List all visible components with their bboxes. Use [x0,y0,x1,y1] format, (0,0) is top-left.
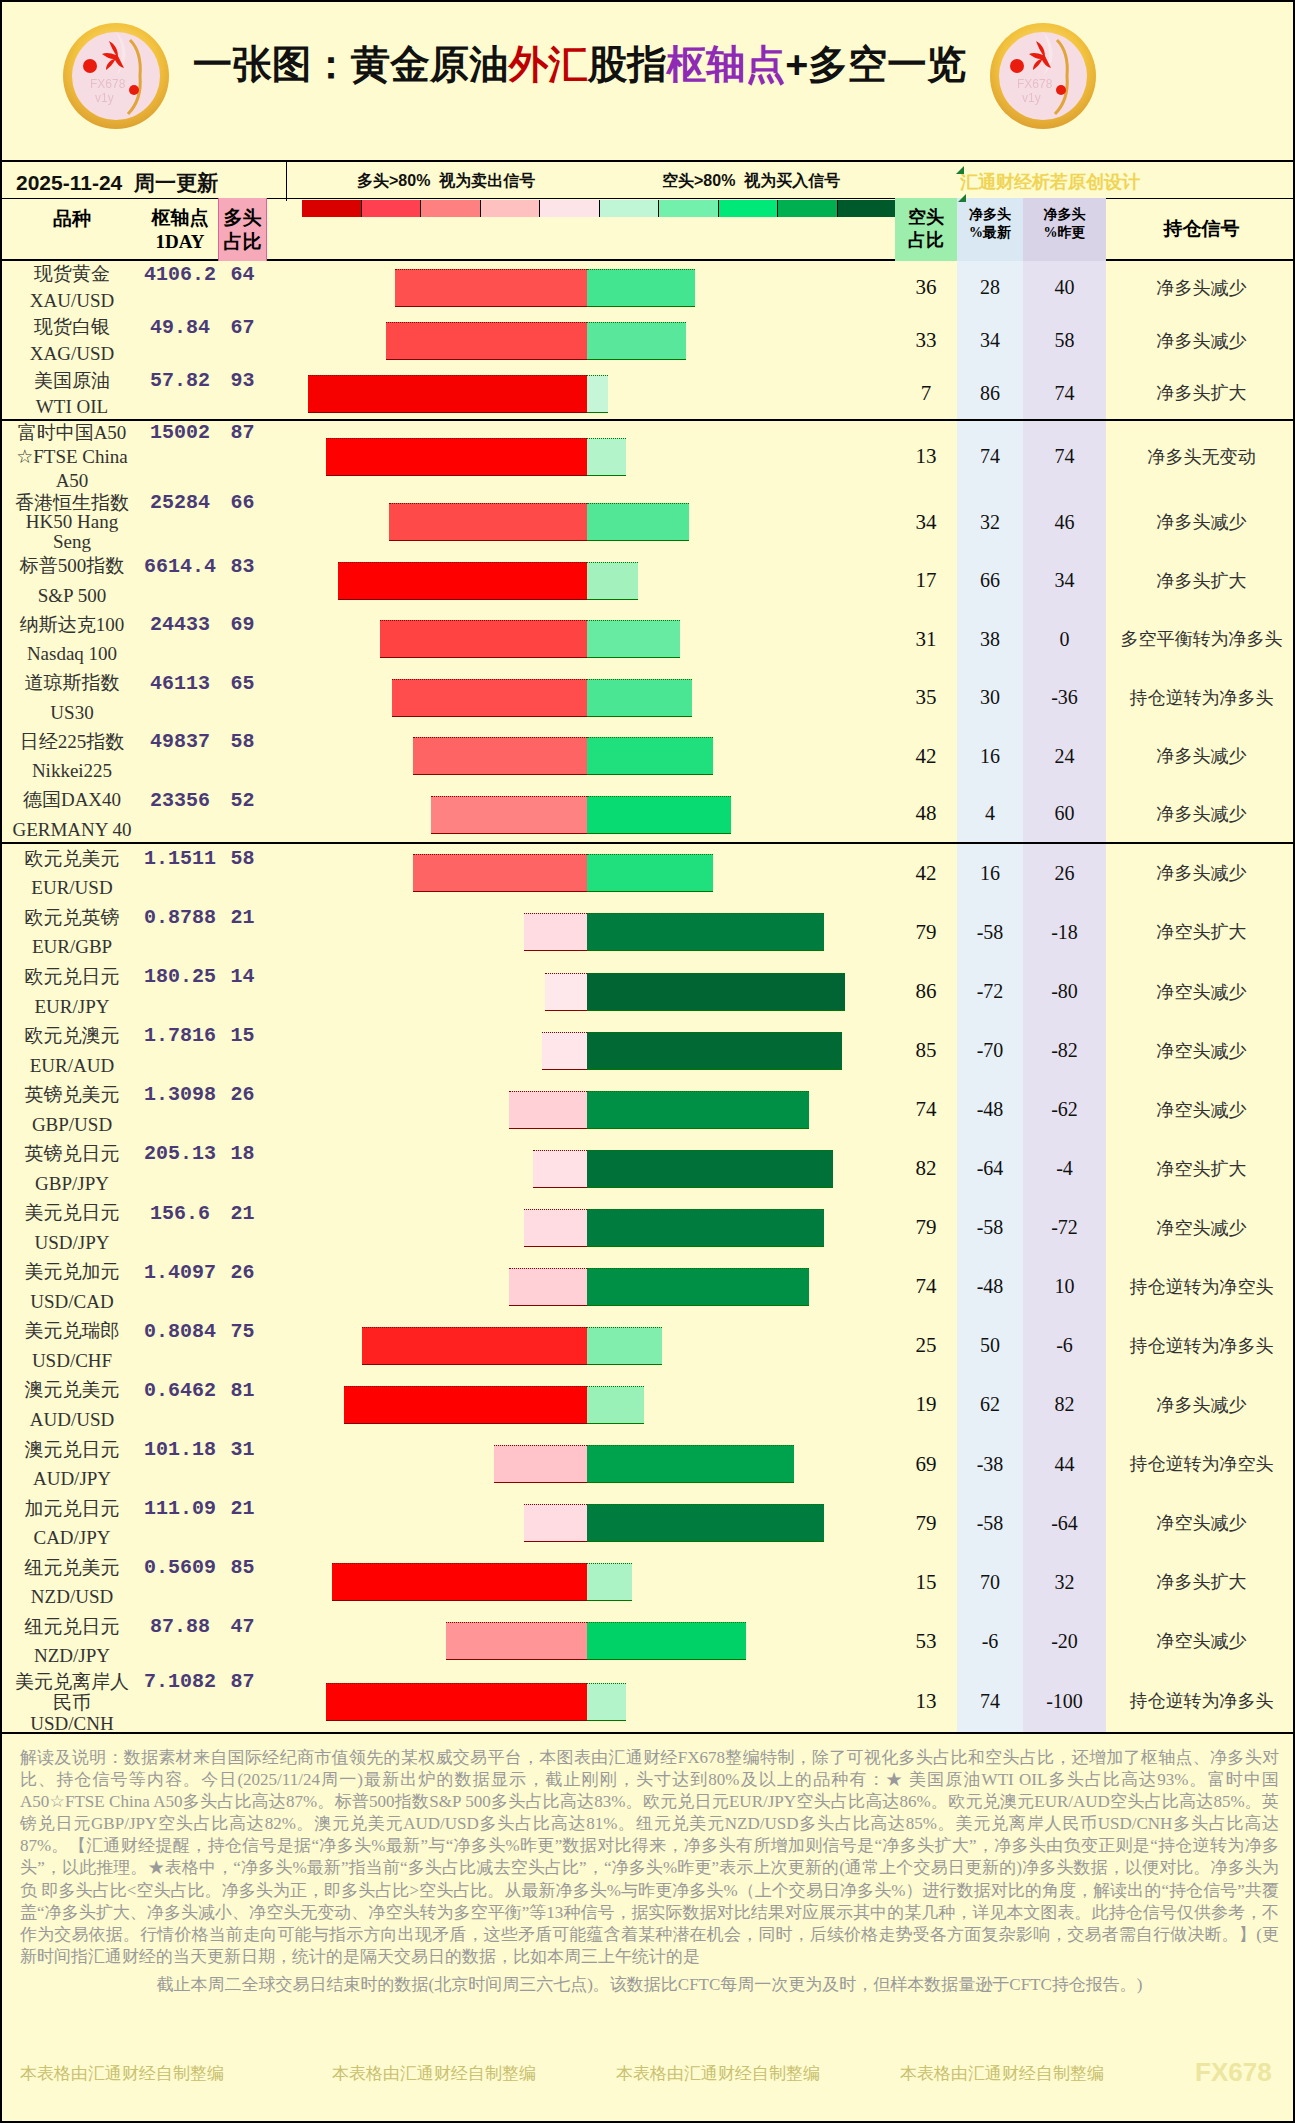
svg-text:v1y: v1y [95,91,114,105]
svg-text:v1y: v1y [1022,91,1041,105]
